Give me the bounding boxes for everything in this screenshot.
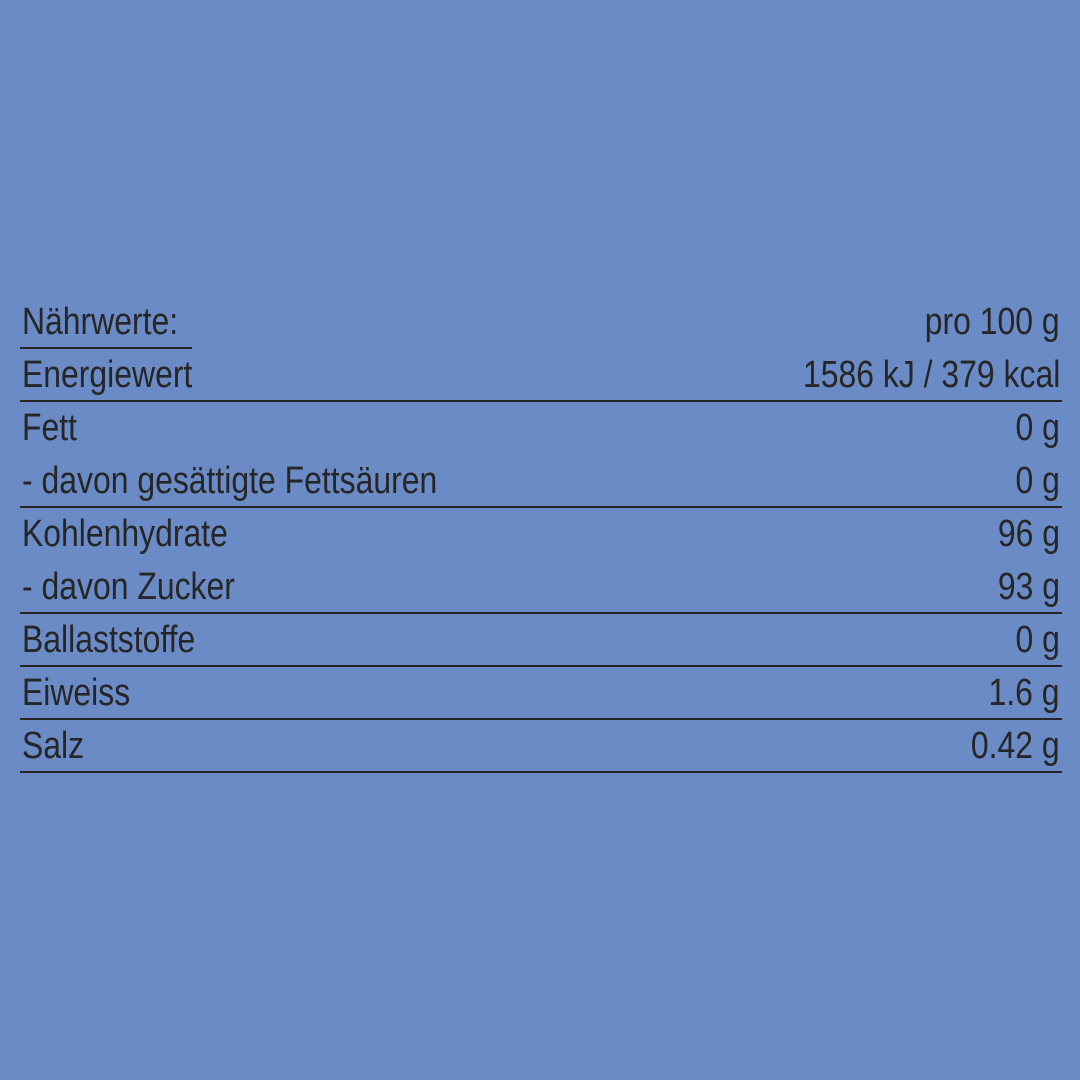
table-row: - davon Zucker 93 g: [20, 561, 1062, 614]
row-label: Ballaststoffe: [22, 619, 196, 661]
row-value: 93 g: [997, 566, 1060, 608]
table-row: Fett 0 g: [20, 402, 1062, 455]
row-value: 96 g: [997, 513, 1060, 555]
row-label: Energiewert: [22, 354, 193, 396]
header-value: pro 100 g: [925, 301, 1060, 343]
row-label: Kohlenhydrate: [22, 513, 228, 555]
row-label: - davon Zucker: [22, 566, 235, 608]
nutrition-table: Nährwerte: pro 100 g Energiewert 1586 kJ…: [20, 296, 1062, 773]
row-label: Salz: [22, 725, 85, 767]
header-underline: [20, 347, 192, 349]
row-label: Eiweiss: [22, 672, 131, 714]
table-row: Kohlenhydrate 96 g: [20, 508, 1062, 561]
table-header: Nährwerte: pro 100 g: [20, 296, 1062, 349]
row-value: 1586 kJ / 379 kcal: [802, 354, 1060, 396]
table-row: Salz 0.42 g: [20, 720, 1062, 773]
table-row: Ballaststoffe 0 g: [20, 614, 1062, 667]
row-value: 0 g: [1015, 619, 1060, 661]
table-row: - davon gesättigte Fettsäuren 0 g: [20, 455, 1062, 508]
header-label: Nährwerte:: [22, 301, 179, 343]
row-value: 0 g: [1015, 407, 1060, 449]
row-value: 0.42 g: [971, 725, 1060, 767]
table-row: Eiweiss 1.6 g: [20, 667, 1062, 720]
row-value: 1.6 g: [988, 672, 1060, 714]
row-value: 0 g: [1015, 460, 1060, 502]
row-label: - davon gesättigte Fettsäuren: [22, 460, 438, 502]
table-row: Energiewert 1586 kJ / 379 kcal: [20, 349, 1062, 402]
row-label: Fett: [22, 407, 77, 449]
